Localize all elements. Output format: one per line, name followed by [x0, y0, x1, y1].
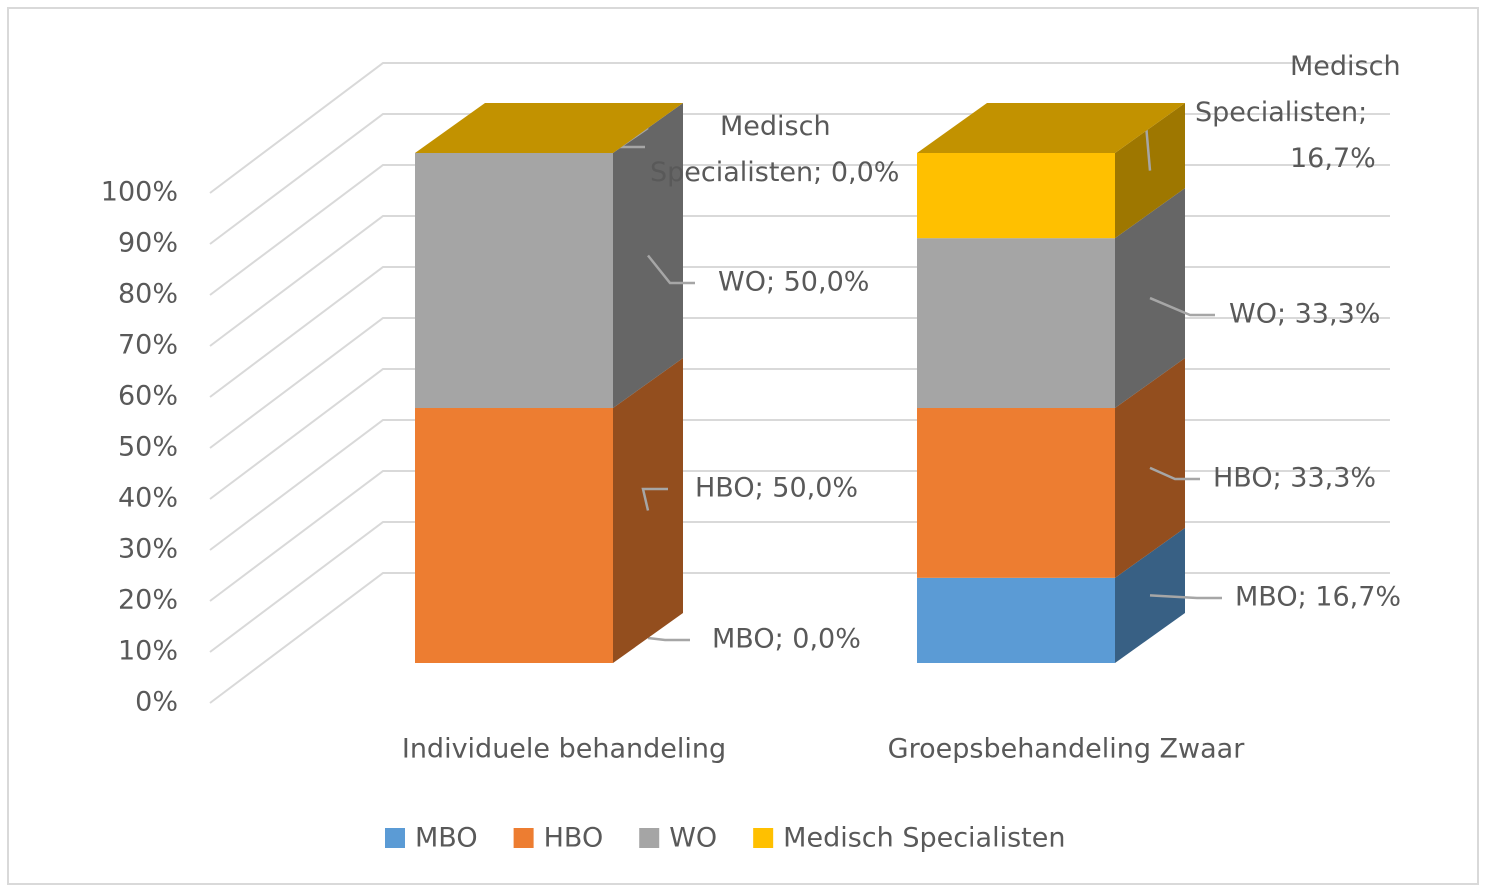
x-tick-label: Individuele behandeling [402, 734, 726, 765]
bar-front [415, 408, 613, 663]
legend-label: Medisch Specialisten [783, 823, 1065, 854]
bar-segment [415, 103, 683, 408]
bar-top [917, 103, 1185, 153]
bar-front [917, 153, 1115, 239]
legend-swatch [639, 828, 660, 848]
data-label-line: Medisch [1290, 51, 1401, 82]
legend-swatch [753, 828, 774, 848]
chart-border [7, 7, 1479, 885]
bar-side [613, 103, 683, 408]
bar-front [415, 153, 613, 408]
legend-swatch [385, 828, 405, 848]
legend-label: WO [669, 823, 717, 854]
data-label: MBO; 16,7% [1235, 582, 1401, 613]
data-label-line: Specialisten; 0,0% [650, 157, 899, 188]
leader-line [641, 487, 668, 511]
leader-line [1149, 594, 1222, 600]
legend-swatch [513, 828, 534, 848]
bar-segment [917, 103, 1185, 239]
data-label: WO; 50,0% [718, 267, 869, 298]
data-label: HBO; 33,3% [1213, 463, 1376, 494]
data-label-line: Specialisten; [1195, 97, 1367, 128]
grid-line [209, 62, 1390, 194]
data-label-line: Medisch [720, 111, 831, 142]
y-tick-label: 30% [118, 534, 178, 565]
leader-line [1149, 466, 1200, 481]
y-tick-label: 40% [118, 483, 178, 514]
leader-line [1149, 296, 1215, 317]
data-label: Medisch Specialisten; 16,7% [1195, 51, 1401, 174]
y-tick-label: 50% [118, 432, 178, 463]
bar-front [917, 238, 1115, 408]
x-tick-label: Groepsbehandeling Zwaar [888, 734, 1246, 765]
data-label: WO; 33,3% [1229, 299, 1380, 330]
leader-line [647, 636, 690, 642]
y-tick-label: 0% [135, 687, 178, 718]
data-label: Medisch Specialisten; 0,0% [650, 111, 899, 188]
y-tick-label: 90% [118, 228, 178, 259]
y-tick-label: 100% [101, 177, 178, 208]
y-tick-label: 10% [118, 636, 178, 667]
y-tick-label: 80% [118, 279, 178, 310]
bar-top [415, 103, 683, 153]
data-label-line: 16,7% [1290, 143, 1376, 174]
bar-front [917, 577, 1115, 663]
data-label: HBO; 50,0% [695, 473, 858, 504]
y-tick-label: 70% [118, 330, 178, 361]
y-tick-label: 60% [118, 381, 178, 412]
bar-segment [917, 188, 1185, 408]
legend-label: HBO [544, 823, 604, 854]
y-tick-label: 20% [118, 585, 178, 616]
leader-line [647, 254, 695, 285]
legend-label: MBO [415, 823, 478, 854]
bar-front [917, 408, 1115, 578]
data-label: MBO; 0,0% [712, 624, 861, 655]
